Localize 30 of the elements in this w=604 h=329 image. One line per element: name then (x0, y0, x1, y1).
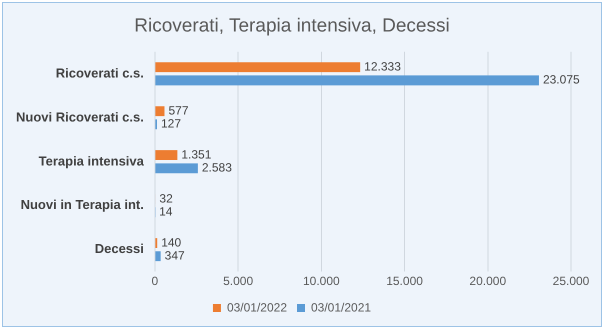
y-tick-label: Nuovi in Terapia int. (20, 197, 144, 212)
chart-title: Ricoverati, Terapia intensiva, Decessi (134, 16, 450, 37)
x-tick-label: 20.000 (469, 274, 506, 288)
bar (155, 150, 178, 160)
y-tick-label: Nuovi Ricoverati c.s. (16, 109, 144, 124)
bar (155, 163, 198, 174)
data-label: 32 (159, 191, 174, 206)
y-tick-label: Decessi (94, 241, 144, 256)
data-label: 14 (159, 204, 173, 219)
x-tick-label: 10.000 (302, 274, 340, 288)
x-tick-label: 0 (152, 274, 159, 288)
data-label: 1.351 (181, 147, 212, 162)
data-label: 347 (164, 248, 186, 263)
bar (155, 75, 539, 86)
x-tick-label: 5.000 (223, 274, 254, 288)
data-label: 577 (168, 103, 189, 118)
legend-label: 03/01/2022 (226, 300, 288, 314)
data-label: 12.333 (364, 60, 402, 74)
bar (155, 62, 360, 72)
x-tick-label: 15.000 (386, 274, 424, 288)
legend-label: 03/01/2021 (311, 300, 372, 314)
x-tick-label: 25.000 (552, 274, 590, 288)
y-tick-label: Terapia intensiva (38, 153, 145, 168)
y-tick-label: Ricoverati c.s. (56, 65, 144, 80)
bar (155, 106, 164, 116)
data-label: 140 (161, 235, 182, 250)
data-label: 23.075 (542, 72, 580, 87)
bar (155, 251, 161, 262)
data-label: 127 (160, 116, 182, 131)
data-label: 2.583 (202, 160, 232, 175)
